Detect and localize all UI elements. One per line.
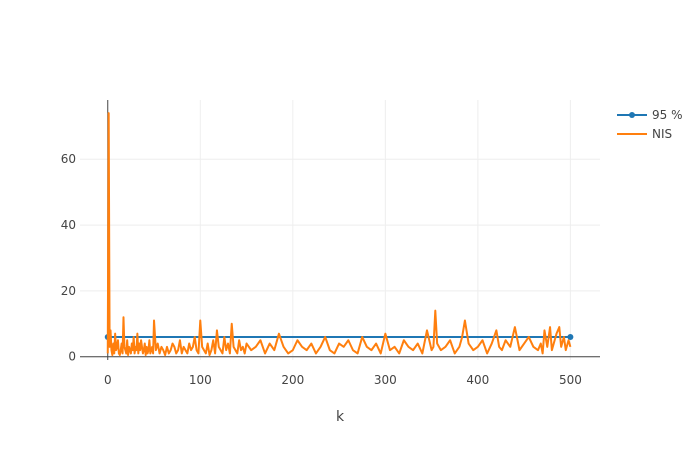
legend-item[interactable]: NIS [617,127,672,141]
x-tick-label: 300 [374,373,397,387]
y-tick-label: 20 [61,284,76,298]
grid [80,100,600,360]
x-tick-label: 500 [559,373,582,387]
y-tick-label: 60 [61,152,76,166]
x-axis-title: k [336,409,345,425]
axes [80,100,600,360]
series-point-threshold [567,333,574,340]
legend-marker [629,112,635,118]
tick-labels: 0 100 200 300 400 500 0 20 40 60 [61,152,582,387]
y-tick-label: 0 [68,350,76,364]
legend-label: NIS [652,127,672,141]
series-line-nis [106,112,572,357]
legend[interactable]: 95 % NIS [617,108,683,141]
legend-label: 95 % [652,108,683,122]
x-tick-label: 100 [189,373,212,387]
x-tick-label: 400 [466,373,489,387]
x-tick-label: 0 [104,373,112,387]
x-tick-label: 200 [281,373,304,387]
legend-item[interactable]: 95 % [617,108,683,122]
y-tick-label: 40 [61,218,76,232]
plot-area [104,112,574,357]
